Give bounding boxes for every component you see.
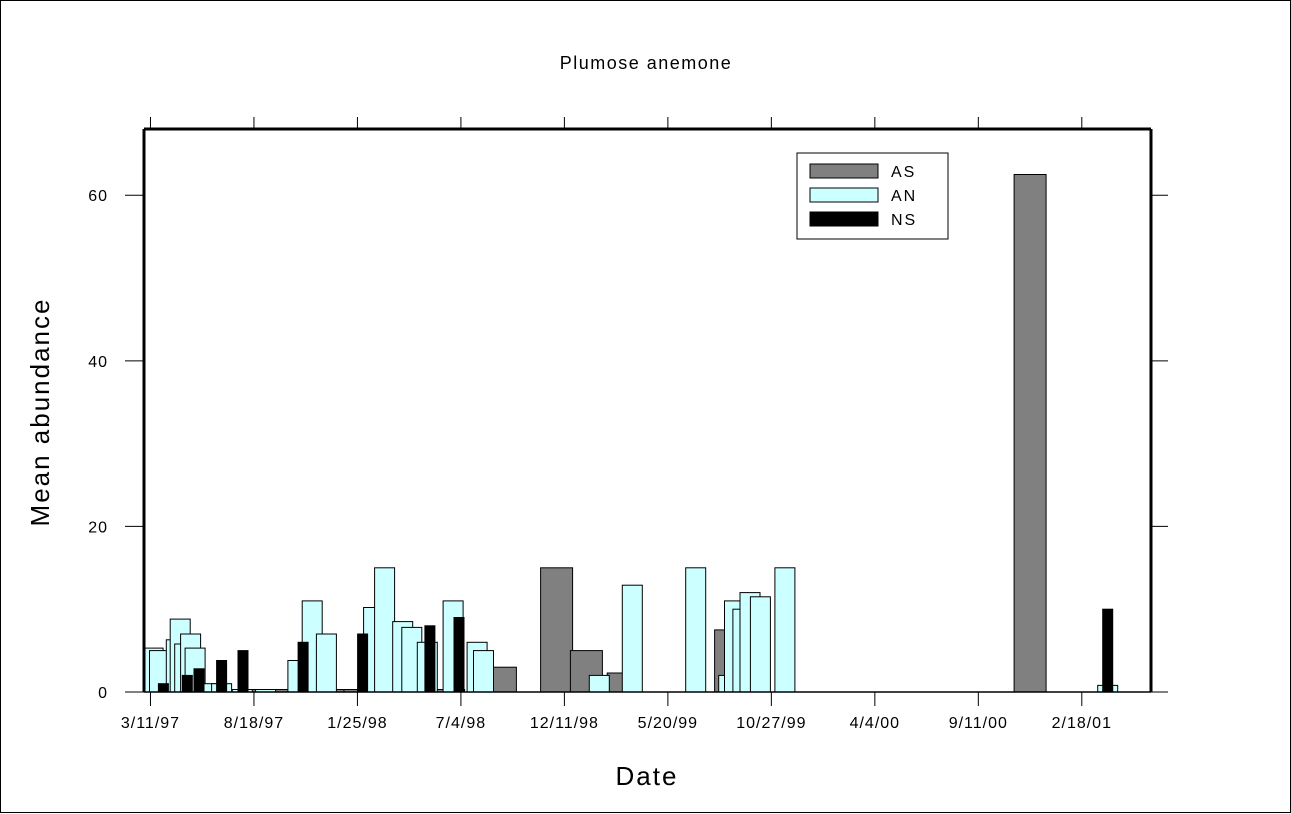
chart-title: Plumose anemone bbox=[560, 53, 733, 73]
y-tick-label-40: 40 bbox=[88, 354, 108, 371]
plot-background bbox=[144, 129, 1151, 692]
bar-an-30 bbox=[774, 567, 796, 693]
bar-ns-9 bbox=[1102, 608, 1114, 693]
legend-swatch-ns bbox=[809, 211, 879, 227]
y-tick-label-0: 0 bbox=[98, 685, 108, 702]
bar-an-13 bbox=[315, 633, 337, 693]
y-axis-title: Mean abundance bbox=[25, 298, 55, 527]
bar-an-24 bbox=[685, 567, 707, 693]
x-axis-title: Date bbox=[616, 761, 679, 791]
legend-label-as: AS bbox=[891, 164, 916, 181]
bar-an-23 bbox=[621, 584, 643, 693]
bar-ns-7 bbox=[424, 625, 436, 693]
bar-ns-0 bbox=[157, 683, 169, 693]
legend-swatch-as bbox=[809, 163, 879, 179]
x-tick-label-9: 2/18/01 bbox=[1052, 715, 1112, 732]
bar-ns-1 bbox=[181, 674, 193, 693]
bar-an-15 bbox=[374, 567, 396, 693]
y-tick-label-20: 20 bbox=[88, 519, 108, 536]
x-tick-label-5: 5/20/99 bbox=[638, 715, 698, 732]
x-tick-label-6: 10/27/99 bbox=[736, 715, 806, 732]
bar-ns-5 bbox=[297, 641, 309, 693]
x-tick-label-0: 3/11/97 bbox=[121, 715, 180, 732]
x-tick-label-2: 1/25/98 bbox=[327, 715, 387, 732]
legend-label-ns: NS bbox=[891, 212, 917, 229]
bar-ns-2 bbox=[193, 668, 205, 693]
y-tick-label-60: 60 bbox=[88, 188, 108, 205]
x-tick-label-8: 9/11/00 bbox=[949, 715, 1008, 732]
x-tick-label-4: 12/11/98 bbox=[530, 715, 599, 732]
plot-area bbox=[144, 129, 1151, 692]
legend: AS AN NS bbox=[796, 152, 949, 240]
bar-ns-4 bbox=[237, 650, 249, 693]
bar-ns-3 bbox=[216, 660, 228, 693]
axes-layer: 0 20 40 60 3/11/97 8/18/97 1/25/98 7/4/98 12/11/… bbox=[88, 117, 1168, 732]
bar-an-21 bbox=[473, 650, 494, 693]
bar-an-22 bbox=[588, 674, 610, 693]
bar-as-24 bbox=[1013, 174, 1047, 693]
x-tick-label-1: 8/18/97 bbox=[224, 715, 284, 732]
legend-swatch-an bbox=[809, 187, 879, 203]
x-tick-label-3: 7/4/98 bbox=[436, 715, 486, 732]
bar-ns-6 bbox=[357, 633, 369, 693]
bar-as-20 bbox=[540, 567, 574, 693]
legend-label-an: AN bbox=[891, 188, 917, 205]
bar-an-29 bbox=[749, 596, 771, 693]
x-tick-label-7: 4/4/00 bbox=[850, 715, 900, 732]
bar-ns-8 bbox=[453, 617, 465, 693]
